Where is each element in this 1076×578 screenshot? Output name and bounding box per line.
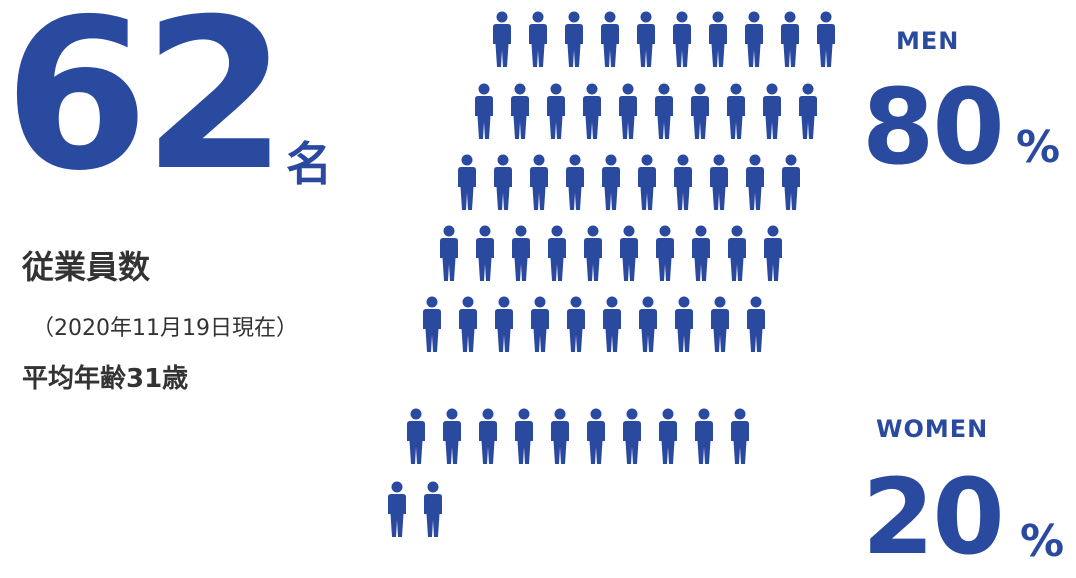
man-icon (745, 11, 763, 67)
man-icon (656, 225, 674, 281)
woman-icon (443, 408, 461, 464)
woman-icon (659, 408, 677, 464)
man-icon (620, 225, 638, 281)
woman-icon (551, 408, 569, 464)
headcount-number: 62 (4, 0, 287, 217)
man-icon (817, 11, 835, 67)
women-percent-number: 20 (862, 456, 1005, 578)
man-icon (583, 83, 601, 139)
as-of-date: （2020年11月19日現在） (32, 316, 298, 341)
man-icon (493, 11, 511, 67)
man-icon (602, 154, 620, 210)
man-icon (782, 154, 800, 210)
man-icon (565, 11, 583, 67)
man-icon (603, 296, 621, 352)
man-icon (763, 83, 781, 139)
woman-icon (731, 408, 749, 464)
man-icon (530, 154, 548, 210)
man-icon (673, 11, 691, 67)
average-age: 平均年齢31歳 (22, 364, 189, 394)
man-icon (458, 154, 476, 210)
woman-icon (623, 408, 641, 464)
woman-icon (407, 408, 425, 464)
woman-icon (479, 408, 497, 464)
man-icon (494, 154, 512, 210)
man-icon (781, 11, 799, 67)
women-percent-sign: % (1020, 516, 1065, 567)
man-icon (711, 296, 729, 352)
man-icon (512, 225, 530, 281)
man-icon (475, 83, 493, 139)
man-icon (675, 296, 693, 352)
man-icon (639, 296, 657, 352)
man-icon (601, 11, 619, 67)
man-icon (440, 225, 458, 281)
man-icon (746, 154, 764, 210)
woman-icon (587, 408, 605, 464)
man-icon (511, 83, 529, 139)
man-icon (584, 225, 602, 281)
man-icon (547, 83, 565, 139)
man-icon (747, 296, 765, 352)
man-icon (637, 11, 655, 67)
woman-icon (695, 408, 713, 464)
man-icon (638, 154, 656, 210)
man-icon (655, 83, 673, 139)
woman-icon (515, 408, 533, 464)
men-label: MEN (896, 27, 960, 55)
woman-icon (388, 481, 406, 537)
man-icon (566, 154, 584, 210)
man-icon (728, 225, 746, 281)
man-icon (529, 11, 547, 67)
men-percent-number: 80 (862, 66, 1005, 188)
man-icon (692, 225, 710, 281)
man-icon (476, 225, 494, 281)
man-icon (459, 296, 477, 352)
employee-count-title: 従業員数 (22, 248, 151, 286)
man-icon (710, 154, 728, 210)
headcount-unit: 名 (286, 137, 332, 191)
man-icon (567, 296, 585, 352)
man-icon (799, 83, 817, 139)
man-icon (709, 11, 727, 67)
woman-icon (424, 481, 442, 537)
man-icon (691, 83, 709, 139)
man-icon (674, 154, 692, 210)
man-icon (423, 296, 441, 352)
women-label: WOMEN (876, 415, 989, 443)
man-icon (548, 225, 566, 281)
man-icon (619, 83, 637, 139)
man-icon (495, 296, 513, 352)
man-icon (531, 296, 549, 352)
man-icon (764, 225, 782, 281)
man-icon (727, 83, 745, 139)
men-percent-sign: % (1016, 122, 1061, 173)
